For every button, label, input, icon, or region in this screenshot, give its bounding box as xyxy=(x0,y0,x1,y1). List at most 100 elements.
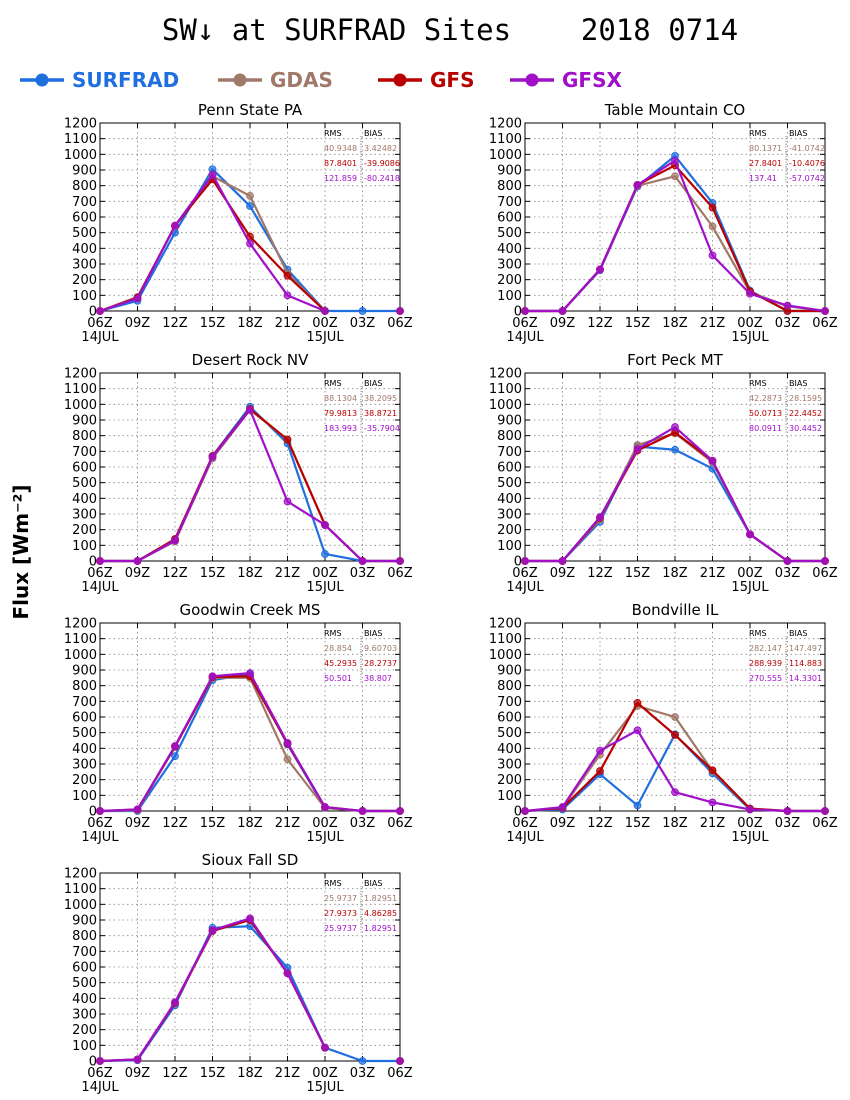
y-tick-label: 200 xyxy=(497,773,522,788)
data-point xyxy=(671,423,679,431)
y-tick-label: 300 xyxy=(497,258,522,273)
x-tick-label: 03Z xyxy=(775,566,801,581)
x-tick-label: 12Z xyxy=(587,316,613,331)
y-tick-label: 1000 xyxy=(489,398,522,413)
data-point xyxy=(746,805,754,814)
stats-rms-gfs: 27.9373 xyxy=(324,909,357,918)
stats-bias-gfsx: 30.4452 xyxy=(789,424,822,433)
x-tick-label: 03Z xyxy=(775,816,801,831)
y-tick-label: 0 xyxy=(89,805,97,820)
y-tick-label: 1000 xyxy=(64,398,97,413)
date-label: 14JUL xyxy=(506,580,544,595)
stats-bias-gdas: 147.497 xyxy=(789,644,822,653)
panel-fort-peck-mt: Fort Peck MT 0100200300400500600700800900… xyxy=(489,351,838,595)
y-tick-label: 500 xyxy=(497,226,522,241)
stats-rms-gdas: 40.9348 xyxy=(324,144,357,153)
data-point xyxy=(171,998,179,1007)
x-tick-label: 06Z xyxy=(512,316,538,331)
x-tick-label: 06Z xyxy=(812,566,838,581)
y-tick-label: 0 xyxy=(514,555,522,570)
x-tick-label: 12Z xyxy=(162,566,188,581)
x-tick-label: 21Z xyxy=(275,1066,301,1081)
date-label: 14JUL xyxy=(81,830,119,845)
x-tick-label: 09Z xyxy=(550,316,576,331)
y-tick-label: 500 xyxy=(72,726,97,741)
stats-rms-gfsx: 137.41 xyxy=(749,174,777,183)
y-tick-label: 900 xyxy=(72,914,97,929)
legend-label: GFSX xyxy=(562,68,622,92)
y-tick-label: 800 xyxy=(72,429,97,444)
x-tick-label: 00Z xyxy=(312,1066,338,1081)
x-tick-label: 06Z xyxy=(87,816,113,831)
stats-table: RMS BIAS 25.9737 1.82951 27.9373 4.86285 25.97… xyxy=(324,879,397,933)
y-tick-label: 500 xyxy=(497,476,522,491)
data-point xyxy=(321,1043,329,1052)
x-tick-label: 12Z xyxy=(587,816,613,831)
x-tick-label: 09Z xyxy=(550,816,576,831)
y-tick-label: 400 xyxy=(72,492,97,507)
stats-bias-gdas: 38.2095 xyxy=(364,394,397,403)
y-tick-label: 700 xyxy=(72,695,97,710)
date-label: 15JUL xyxy=(731,580,769,595)
stats-rms-gfsx: 25.9737 xyxy=(324,924,357,933)
y-tick-label: 1100 xyxy=(64,382,97,397)
data-point xyxy=(708,798,717,807)
date-label: 15JUL xyxy=(306,330,344,345)
legend-marker xyxy=(35,73,49,87)
panel-title: Penn State PA xyxy=(198,101,303,119)
data-point xyxy=(596,265,604,274)
legend-marker xyxy=(233,73,247,87)
legend-item-gfs: GFS xyxy=(378,68,474,92)
date-label: 14JUL xyxy=(81,1080,119,1095)
data-point xyxy=(783,807,792,815)
stats-rms-gfs: 27.8401 xyxy=(749,159,782,168)
stats-bias-gfs: 22.4452 xyxy=(789,409,822,418)
series-gfsx xyxy=(96,914,404,1065)
x-tick-label: 03Z xyxy=(350,316,376,331)
data-point xyxy=(633,445,642,453)
y-tick-label: 700 xyxy=(497,695,522,710)
x-tick-label: 09Z xyxy=(550,566,576,581)
x-tick-label: 18Z xyxy=(662,566,688,581)
y-tick-label: 0 xyxy=(514,305,522,320)
stats-table: RMS BIAS 40.9348 3.42482 87.8401 -39.9086 121.… xyxy=(324,129,400,183)
y-tick-label: 300 xyxy=(497,758,522,773)
x-tick-label: 06Z xyxy=(87,566,113,581)
y-tick-label: 400 xyxy=(72,742,97,757)
data-point xyxy=(283,755,292,764)
stats-rms-gfs: 87.8401 xyxy=(324,159,357,168)
stats-rms-gfsx: 183.993 xyxy=(324,424,357,433)
panel-table-mountain-co: Table Mountain CO01002003004005006007008… xyxy=(489,101,838,345)
y-tick-label: 0 xyxy=(89,1055,97,1070)
grid xyxy=(100,623,400,811)
stats-header-rms: RMS xyxy=(324,129,342,138)
series-gfsx xyxy=(96,170,404,315)
data-point xyxy=(708,251,717,260)
y-tick-label: 400 xyxy=(497,242,522,257)
stats-bias-gfs: 114.883 xyxy=(789,659,822,668)
legend-item-surfrad: SURFRAD xyxy=(20,68,179,92)
x-tick-label: 06Z xyxy=(387,816,413,831)
stats-bias-gfsx: 38.807 xyxy=(364,674,392,683)
y-tick-label: 1100 xyxy=(489,382,522,397)
x-tick-label: 21Z xyxy=(700,316,726,331)
stats-header-rms: RMS xyxy=(749,379,767,388)
x-tick-label: 06Z xyxy=(512,566,538,581)
y-tick-label: 600 xyxy=(497,461,522,476)
legend: SURFRAD GDAS GFS GFSX xyxy=(20,68,622,92)
stats-rms-gfs: 288.939 xyxy=(749,659,782,668)
data-point xyxy=(96,307,104,315)
stats-rms-gfsx: 270.555 xyxy=(749,674,782,683)
x-tick-label: 21Z xyxy=(275,816,301,831)
y-tick-label: 1000 xyxy=(64,648,97,663)
x-tick-label: 06Z xyxy=(87,1066,113,1081)
legend-label: GFS xyxy=(430,68,474,92)
y-tick-label: 300 xyxy=(72,508,97,523)
series-gfs xyxy=(521,161,829,315)
date-label: 14JUL xyxy=(81,580,119,595)
stats-header-rms: RMS xyxy=(324,879,342,888)
y-tick-label: 600 xyxy=(72,711,97,726)
data-point xyxy=(171,221,179,230)
x-tick-label: 06Z xyxy=(387,566,413,581)
x-tick-label: 18Z xyxy=(662,316,688,331)
